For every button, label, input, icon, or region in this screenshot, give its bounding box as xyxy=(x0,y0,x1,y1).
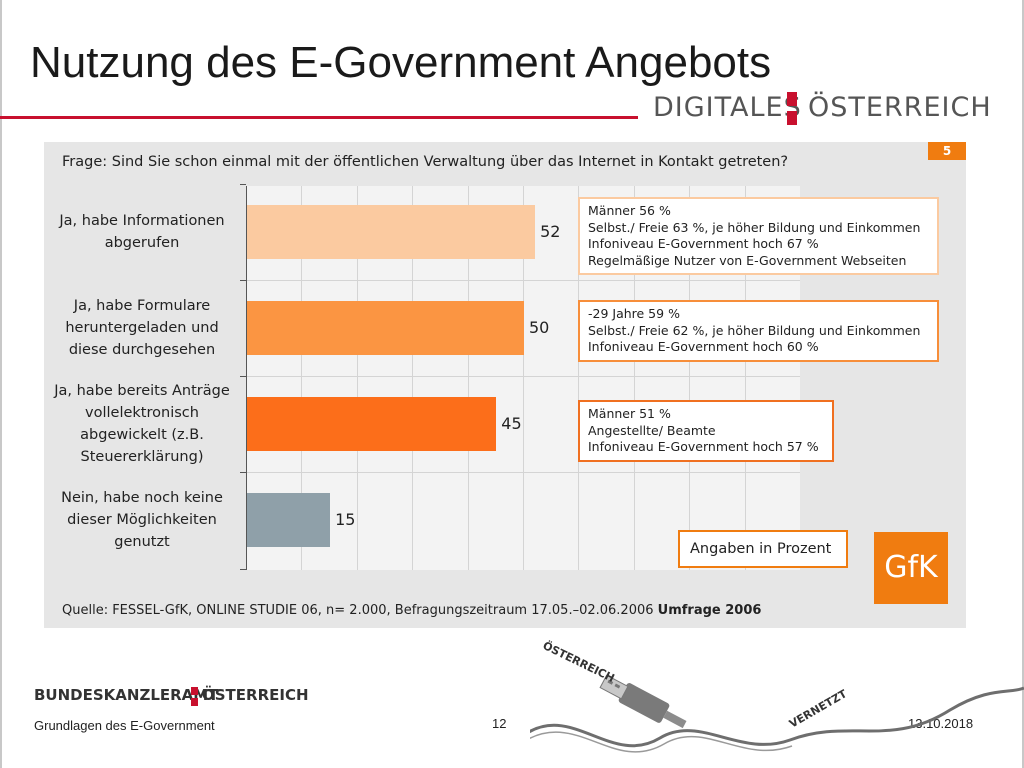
annotation-note-line: -29 Jahre 59 % xyxy=(588,306,680,321)
annotation-note-line: Angestellte/ Beamte xyxy=(588,422,716,438)
artwork-word-vernetzt: VERNETZT xyxy=(787,687,850,731)
logo-red-bar-top xyxy=(787,92,797,106)
x-gridline xyxy=(744,186,746,570)
source-text: Quelle: FESSEL-GfK, ONLINE STUDIE 06, n=… xyxy=(62,603,654,618)
slide-title: Nutzung des E-Government Angebots xyxy=(30,38,772,87)
y-axis-tick xyxy=(240,280,246,281)
annotation-note-line: Selbst./ Freie 63 %, je höher Bildung un… xyxy=(588,219,921,235)
row-separator xyxy=(246,280,800,281)
category-label-line: genutzt xyxy=(114,534,170,550)
x-gridline xyxy=(301,186,303,570)
footer-date: 13.10.2018 xyxy=(908,716,974,731)
bar xyxy=(247,492,331,548)
survey-question: Frage: Sind Sie schon einmal mit der öff… xyxy=(62,154,789,170)
usb-cable-icon: ÖSTERREICH VERNETZT xyxy=(530,638,1024,753)
footer-subject: Grundlagen des E-Government xyxy=(34,718,215,733)
category-label: Ja, habe Informationen abgerufen xyxy=(46,210,238,254)
y-axis-tick xyxy=(240,184,246,185)
bar-value-label: 45 xyxy=(501,414,522,433)
bar-value-label: 15 xyxy=(335,510,356,529)
category-label: Ja, habe Formulare heruntergeladen und die… xyxy=(46,295,238,361)
slide-number-badge: 5 xyxy=(928,142,966,160)
bar xyxy=(247,204,536,260)
logo-red-square-top xyxy=(191,687,198,695)
logo-red-bar-bottom xyxy=(787,111,797,125)
row-separator xyxy=(246,472,800,473)
x-gridline xyxy=(412,186,414,570)
category-label: Ja, habe bereits Anträge vollelektronisch… xyxy=(46,380,238,468)
x-gridline xyxy=(689,186,691,570)
artwork-word-oesterreich: ÖSTERREICH xyxy=(541,638,617,685)
y-axis-tick xyxy=(240,376,246,377)
category-label-line: diese durchgesehen xyxy=(68,342,216,358)
annotation-note: Männer 51 % Angestellte/ Beamte Infoniveau… xyxy=(578,400,834,462)
logo-word-oesterreich-footer: ÖSTERREICH xyxy=(202,686,309,704)
annotation-note-line: Männer 51 % xyxy=(588,406,671,421)
category-label-line: abgewickelt (z.B. xyxy=(80,427,204,443)
source-note: Quelle: FESSEL-GfK, ONLINE STUDIE 06, n=… xyxy=(62,603,761,618)
category-label-line: dieser Möglichkeiten xyxy=(67,512,217,528)
gfk-logo: GfK xyxy=(874,532,948,604)
category-label: Nein, habe noch keine dieser Möglichkeite… xyxy=(46,487,238,553)
annotation-note: -29 Jahre 59 % Selbst./ Freie 62 %, je hö… xyxy=(578,300,939,362)
annotation-note-line: Infoniveau E-Government hoch 67 % xyxy=(588,236,819,251)
category-label-line: Ja, habe Formulare xyxy=(73,298,211,314)
bar-value-label: 50 xyxy=(529,318,550,337)
annotation-note-line: Infoniveau E-Government hoch 57 % xyxy=(588,439,819,454)
annotation-note-line: Infoniveau E-Government hoch 60 % xyxy=(588,339,819,354)
category-label-line: vollelektronisch xyxy=(85,405,199,421)
annotation-note: Männer 56 % Selbst./ Freie 63 %, je höher… xyxy=(578,197,939,275)
logo-word-bundeskanzleramt: BUNDESKANZLERAMT xyxy=(34,686,219,704)
y-axis-tick xyxy=(240,569,246,570)
x-gridline xyxy=(578,186,580,570)
bar xyxy=(247,300,524,356)
digitales-oesterreich-logo: DIGITALES ÖSTERREICH xyxy=(650,90,991,130)
category-label-line: Ja, habe Informationen xyxy=(59,213,225,229)
title-underline xyxy=(0,116,638,119)
logo-word-oesterreich: ÖSTERREICH xyxy=(808,92,992,123)
bar-value-label: 52 xyxy=(540,222,561,241)
category-label-line: abgerufen xyxy=(104,235,180,251)
annotation-note-line: Selbst./ Freie 62 %, je höher Bildung un… xyxy=(588,322,921,338)
bundeskanzleramt-logo: BUNDESKANZLERAMT ÖSTERREICH xyxy=(34,686,309,710)
category-label-line: Steuererklärung) xyxy=(80,449,204,465)
slide-frame-right xyxy=(1022,0,1024,768)
x-gridline xyxy=(633,186,635,570)
annotation-note-line: Regelmäßige Nutzer von E-Government Webs… xyxy=(588,252,907,268)
slide-frame-left xyxy=(0,0,2,768)
row-separator xyxy=(246,376,800,377)
x-gridline xyxy=(356,186,358,570)
y-axis-tick xyxy=(240,472,246,473)
logo-word-digitales: DIGITALES xyxy=(653,92,802,123)
category-label-line: Ja, habe bereits Anträge xyxy=(54,383,230,399)
units-note: Angaben in Prozent xyxy=(678,530,848,568)
y-axis-line xyxy=(246,186,247,570)
x-gridline xyxy=(467,186,469,570)
annotation-note-line: Männer 56 % xyxy=(588,203,671,218)
x-gridline xyxy=(523,186,524,570)
source-survey-label: Umfrage 2006 xyxy=(657,603,762,618)
category-label-line: Nein, habe noch keine xyxy=(61,490,223,506)
logo-red-square-bottom xyxy=(191,698,198,706)
bar xyxy=(247,396,497,452)
footer-page-number: 12 xyxy=(492,716,507,731)
category-label-line: heruntergeladen und xyxy=(65,320,219,336)
